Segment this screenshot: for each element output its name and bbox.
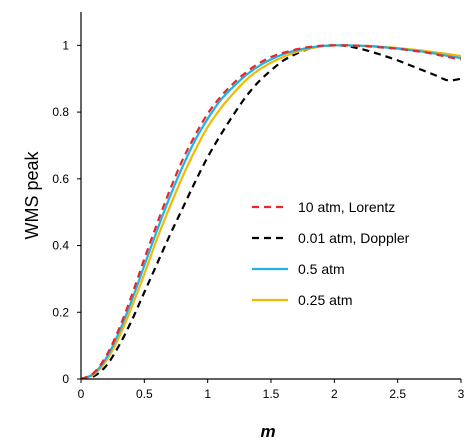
series-line-10-atm-lorentz xyxy=(81,44,461,379)
y-axis-label: WMS peak xyxy=(22,150,42,239)
x-tick-label: 2.5 xyxy=(389,387,406,401)
series-line-0-5-atm xyxy=(81,44,461,379)
y-tick-label: 0.8 xyxy=(52,105,69,119)
series-line-0-01-atm-doppler xyxy=(81,44,461,379)
x-tick-label: 1.5 xyxy=(263,387,280,401)
legend-label: 0.5 atm xyxy=(298,261,345,277)
tick-labels: 0 0.5 1 1.5 2 2.5 3 0 0.2 0.4 0.6 0.8 1 xyxy=(52,38,464,401)
plot-area xyxy=(81,44,461,379)
y-tick-label: 1 xyxy=(62,38,69,52)
y-tick-label: 0.4 xyxy=(52,239,69,253)
x-tick-label: 0 xyxy=(78,387,85,401)
legend-label: 0.01 atm, Doppler xyxy=(298,230,410,246)
x-tick-label: 1 xyxy=(204,387,211,401)
legend-label: 0.25 atm xyxy=(298,292,352,308)
y-tick-label: 0.6 xyxy=(52,172,69,186)
x-tick-label: 3 xyxy=(458,387,465,401)
x-tick-label: 0.5 xyxy=(136,387,153,401)
x-axis-label: m xyxy=(260,422,275,441)
axes xyxy=(77,12,462,383)
y-tick-label: 0.2 xyxy=(52,305,69,319)
x-tick-label: 2 xyxy=(331,387,338,401)
y-tick-label: 0 xyxy=(62,372,69,386)
legend: 10 atm, Lorentz 0.01 atm, Doppler 0.5 atm 0… xyxy=(252,199,410,308)
legend-label: 10 atm, Lorentz xyxy=(298,199,395,215)
